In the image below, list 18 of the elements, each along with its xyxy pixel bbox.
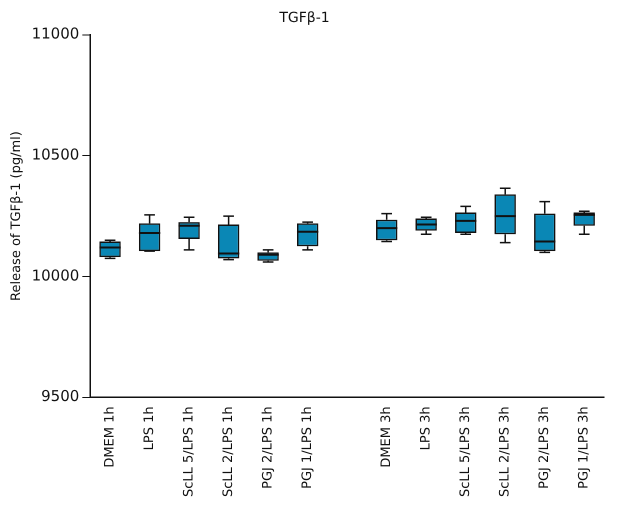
x-tick-label: PGJ 2/LPS 1h [260,406,276,489]
x-tick-label: ScLL 5/LPS 1h [181,406,196,498]
x-tick-label: LPS 3h [418,406,434,450]
x-tick-label: PGJ 2/LPS 3h [537,406,552,489]
x-tick-label: ScLL 5/LPS 3h [458,406,474,498]
x-tick-label: ScLL 2/LPS 3h [498,406,513,498]
x-tick-label: LPS 1h [142,406,157,450]
y-tick-label: 10500 [32,146,80,164]
x-tick-label: DMEM 3h [379,406,394,468]
y-axis-title: Release of TGFβ-1 (pg/ml) [9,131,24,301]
y-tick-label: 9500 [41,387,80,406]
chart-title: TGFβ-1 [278,10,330,26]
y-tick-label: 10000 [32,266,80,284]
x-tick-label: DMEM 1h [102,406,118,468]
y-tick-label: 11000 [32,24,80,43]
x-tick-label: PGJ 1/LPS 3h [576,406,592,489]
x-tick-label: ScLL 2/LPS 1h [220,406,236,498]
x-tick-label: PGJ 1/LPS 1h [300,406,316,489]
